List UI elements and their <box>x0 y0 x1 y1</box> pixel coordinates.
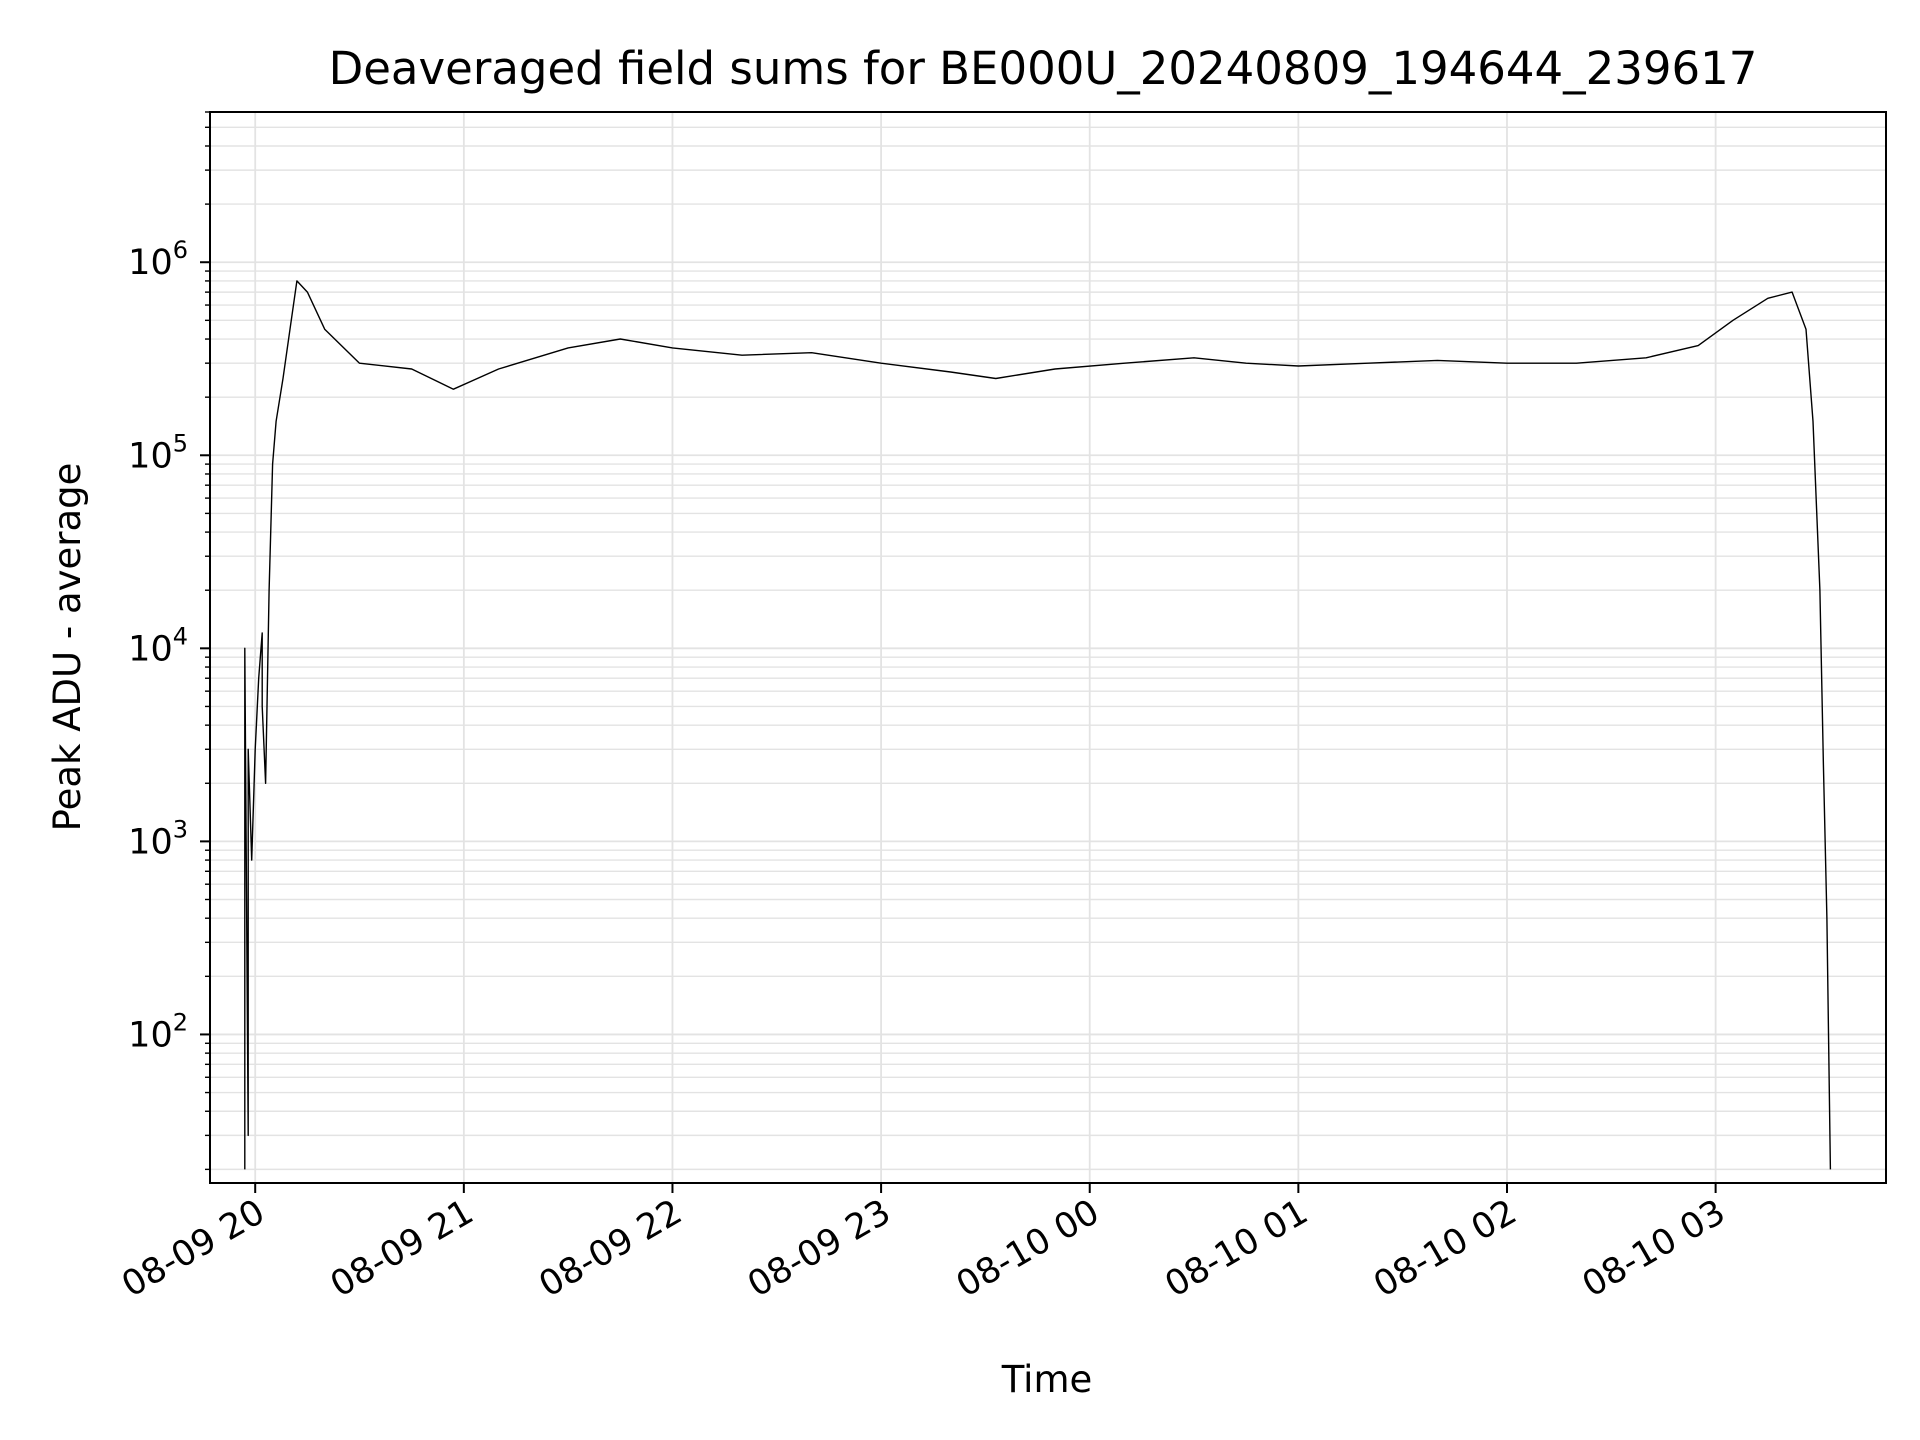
y-axis: 102 103 104 105 106 <box>128 111 210 1171</box>
y-tick-label: 105 <box>128 429 188 476</box>
series-layer <box>244 280 1832 1170</box>
chart-title: Deaveraged field sums for BE000U_2024080… <box>329 42 1758 95</box>
series-line <box>244 280 1832 1170</box>
x-tick-label: 08-10 02 <box>1367 1192 1523 1305</box>
y-tick-label: 104 <box>128 622 188 669</box>
y-tick-label: 106 <box>128 236 188 283</box>
grid-lines <box>210 111 1886 1183</box>
x-tick-label: 08-10 01 <box>1159 1192 1315 1305</box>
x-tick-label: 08-09 20 <box>115 1192 271 1305</box>
x-tick-label: 08-09 22 <box>533 1192 689 1305</box>
y-axis-label: Peak ADU - average <box>46 463 89 832</box>
x-axis-label: Time <box>1001 1358 1093 1401</box>
y-tick-label: 103 <box>128 815 188 862</box>
x-tick-label: 08-10 03 <box>1576 1192 1732 1305</box>
x-tick-label: 08-09 23 <box>741 1192 897 1305</box>
y-tick-label: 102 <box>128 1008 188 1055</box>
x-tick-label: 08-10 00 <box>950 1192 1106 1305</box>
x-axis: 08-09 20 08-09 21 08-09 22 08-09 23 08-10 00… <box>115 1183 1732 1305</box>
x-tick-label: 08-09 21 <box>324 1192 480 1305</box>
